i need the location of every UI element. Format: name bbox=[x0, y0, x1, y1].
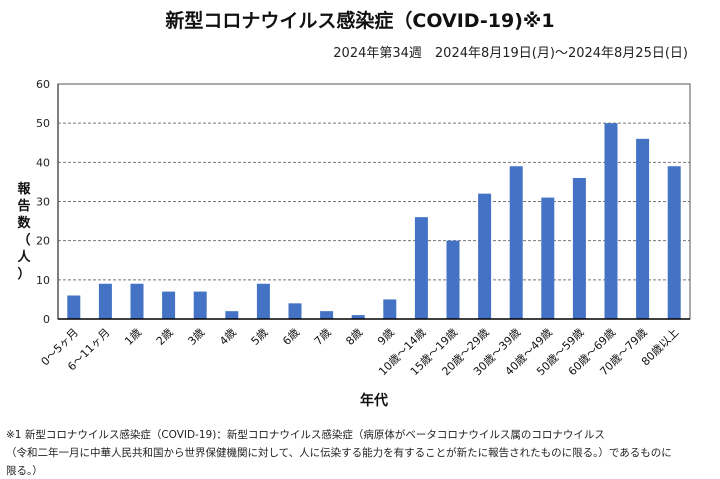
bar-60歳～69歳 bbox=[604, 123, 618, 320]
y-axis-label-char: （ bbox=[17, 232, 30, 248]
y-tick-label: 0 bbox=[43, 313, 50, 326]
bar-9歳 bbox=[383, 299, 397, 319]
x-tick-label: 8歳 bbox=[343, 326, 365, 348]
bar-1歳 bbox=[130, 283, 144, 319]
bar-15歳～19歳 bbox=[446, 240, 460, 319]
bar-8歳 bbox=[351, 315, 365, 319]
bar-10歳～14歳 bbox=[414, 217, 428, 319]
y-tick-label: 30 bbox=[36, 196, 50, 209]
y-tick-label: 20 bbox=[36, 235, 50, 248]
x-tick-label: 4歳 bbox=[217, 326, 239, 348]
bar-4歳 bbox=[225, 311, 239, 319]
y-tick-label: 50 bbox=[36, 117, 50, 130]
bar-6～11ヶ月 bbox=[98, 283, 112, 319]
x-tick-label: 7歳 bbox=[312, 326, 334, 348]
bar-30歳～39歳 bbox=[509, 166, 523, 319]
x-tick-label: 6歳 bbox=[280, 326, 302, 348]
y-axis-label-char: 数 bbox=[17, 215, 31, 231]
y-tick-label: 60 bbox=[36, 78, 50, 91]
x-tick-label: 1歳 bbox=[122, 326, 144, 348]
bar-5歳 bbox=[256, 283, 270, 319]
x-tick-label: 5歳 bbox=[249, 326, 271, 348]
x-axis-label: 年代 bbox=[360, 392, 388, 409]
bar-50歳～59歳 bbox=[572, 178, 586, 319]
bar-7歳 bbox=[320, 311, 334, 319]
bar-6歳 bbox=[288, 303, 302, 319]
y-axis-label-char: 人 bbox=[17, 249, 31, 265]
bar-20歳～29歳 bbox=[478, 193, 492, 319]
y-tick-label: 40 bbox=[36, 156, 50, 169]
chart-title: 新型コロナウイルス感染症（COVID-19)※1 bbox=[165, 10, 555, 32]
footnote-line-2: （令和二年一月に中華人民共和国から世界保健機関に対して、人に伝染する能力を有する… bbox=[6, 447, 672, 459]
chart-subtitle: 2024年第34週 2024年8月19日(月)～2024年8月25日(日) bbox=[333, 46, 688, 61]
y-axis-label-char: ） bbox=[17, 266, 30, 282]
x-tick-label: 2歳 bbox=[154, 326, 176, 348]
x-tick-label: 9歳 bbox=[375, 326, 397, 348]
bar-3歳 bbox=[193, 291, 207, 319]
footnote-line-3: 限る。） bbox=[6, 465, 43, 477]
bar-80歳以上 bbox=[667, 166, 681, 319]
bar-0～5ヶ月 bbox=[67, 295, 81, 319]
footnote-line-1: ※1 新型コロナウイルス感染症（COVID-19)：新型コロナウイルス感染症（病… bbox=[6, 429, 605, 441]
y-axis-label-char: 告 bbox=[17, 198, 30, 214]
bar-2歳 bbox=[162, 291, 176, 319]
x-tick-label: 3歳 bbox=[185, 326, 207, 348]
bar-70歳～79歳 bbox=[636, 138, 650, 319]
y-axis-label-char: 報 bbox=[17, 181, 31, 197]
y-tick-label: 10 bbox=[36, 274, 50, 287]
bar-40歳～49歳 bbox=[541, 197, 555, 319]
